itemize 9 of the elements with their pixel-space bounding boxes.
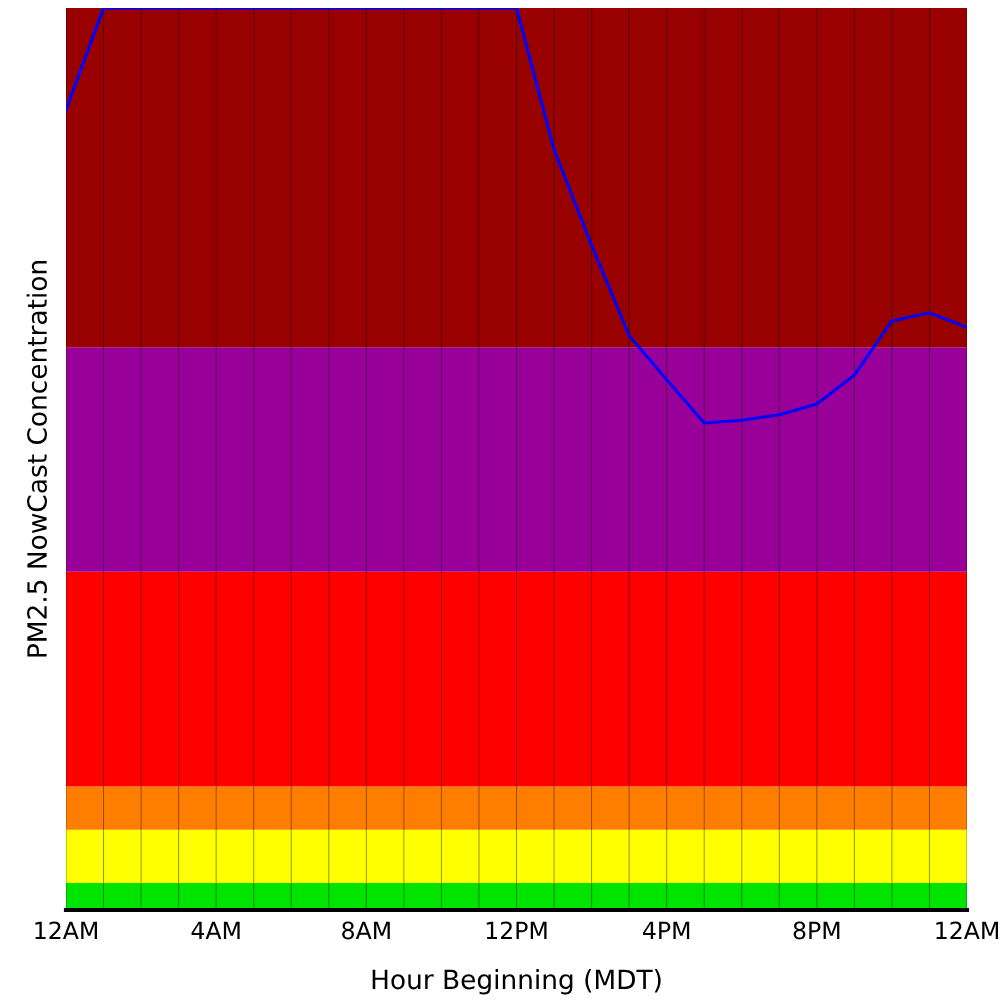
x-tick-label: 8AM — [342, 921, 390, 940]
x-tick-label: 12PM — [486, 921, 547, 940]
x-tick-label: 8PM — [793, 921, 840, 940]
x-tick-label: 4AM — [191, 921, 240, 940]
y-axis-title: PM2.5 NowCast Concentration — [26, 261, 47, 657]
x-tick-label: 12AM — [35, 921, 97, 940]
x-tick-label: 4PM — [643, 921, 690, 940]
x-axis-title: Hour Beginning (MDT) — [372, 968, 661, 995]
x-tick-label: 12AM — [936, 921, 998, 940]
